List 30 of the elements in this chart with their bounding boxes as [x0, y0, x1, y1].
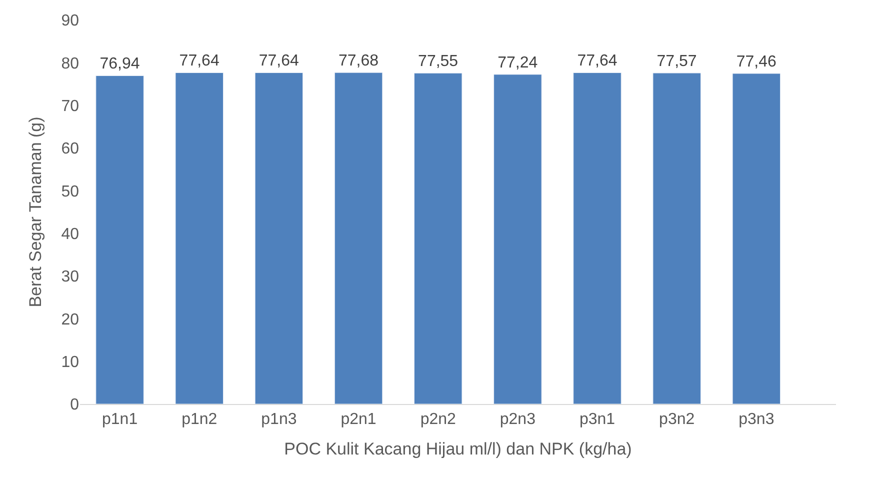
data-label: 77,64 [179, 52, 220, 70]
y-tick-label: 20 [61, 311, 80, 328]
x-tick-label: p3n3 [738, 411, 774, 428]
data-label: 77,24 [498, 54, 538, 72]
y-tick-label: 30 [61, 268, 80, 286]
y-tick-label: 90 [61, 12, 80, 30]
y-tick-label: 10 [61, 354, 80, 371]
y-tick-label: 0 [70, 396, 80, 414]
x-tick-label: p1n2 [182, 411, 218, 428]
x-tick-label: p2n1 [340, 411, 376, 428]
x-axis-title: POC Kulit Kacang Hijau ml/l) dan NPK (kg/ha) [284, 440, 632, 459]
x-tick-label: p1n1 [102, 411, 138, 428]
data-label: 77,68 [338, 52, 379, 70]
y-tick-label: 80 [61, 55, 80, 72]
x-tick-label: p2n2 [420, 411, 456, 428]
x-tick-label: p3n1 [579, 411, 616, 428]
data-label: 77,64 [258, 52, 300, 70]
data-label: 77,57 [656, 53, 697, 70]
data-label: 77,64 [577, 52, 618, 70]
x-tick-label: p2n3 [500, 411, 536, 428]
x-tick-label: p1n3 [261, 411, 297, 428]
y-tick-label: 60 [61, 140, 80, 158]
y-tick-label: 50 [61, 183, 80, 200]
y-tick-label: 70 [61, 98, 80, 115]
x-tick-label: p3n2 [659, 411, 695, 428]
y-tick-label: 40 [61, 226, 80, 243]
y-axis-title: Berat Segar Tanaman (g) [26, 116, 45, 308]
data-label: 77,55 [418, 53, 458, 70]
data-label: 76,94 [100, 56, 140, 73]
data-label: 77,46 [736, 54, 776, 70]
